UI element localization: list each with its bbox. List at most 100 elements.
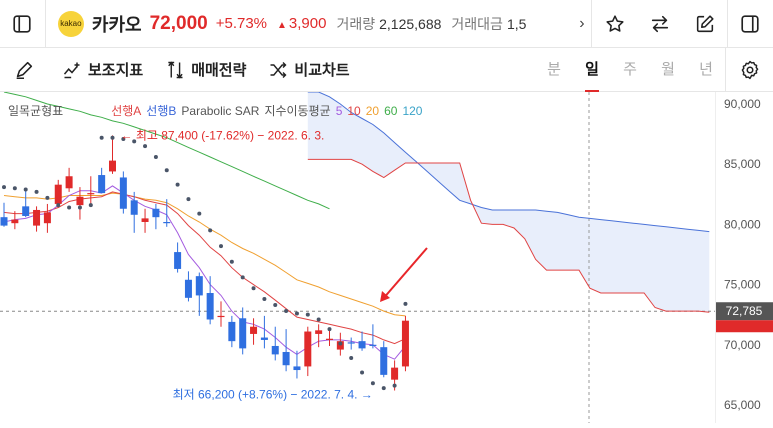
span-a-line: [307, 91, 710, 233]
candle-body: [22, 206, 30, 216]
sar-dot: [360, 370, 365, 375]
gear-icon: [741, 60, 758, 80]
span-b-line: [307, 158, 710, 313]
period-tab-1[interactable]: 일: [573, 48, 611, 92]
sar-dot: [219, 244, 223, 249]
y-tick-label: 75,000: [724, 278, 761, 292]
candle-body: [0, 217, 8, 226]
candle-body: [98, 175, 106, 194]
candle-body: [391, 367, 399, 380]
period-tab-3[interactable]: 월: [661, 61, 675, 78]
y-tick-label: 65,000: [724, 398, 761, 412]
chart-settings-button[interactable]: [725, 48, 773, 92]
compare-chart-button[interactable]: 비교차트: [268, 59, 350, 80]
candle-body: [87, 193, 95, 195]
sar-dot: [132, 139, 137, 144]
candle-body: [76, 196, 84, 206]
sar-dot: [56, 203, 61, 208]
amount-value: 1,5: [506, 15, 527, 32]
sar-dot: [208, 228, 213, 233]
trading-strategy-button[interactable]: 매매전략: [165, 59, 246, 80]
sar-dot: [2, 185, 6, 190]
candle-body: [304, 331, 312, 367]
chevron-right-icon[interactable]: ›: [579, 14, 585, 32]
sar-dot: [34, 189, 39, 194]
sar-dot: [121, 136, 126, 141]
y-tick-label: 85,000: [724, 157, 761, 171]
legend-ema-120: 120: [402, 104, 423, 118]
change-amount: ▲ 3,900: [277, 15, 326, 32]
sidebar-toggle-button[interactable]: [0, 0, 45, 48]
header-bar: kakao 카카오 72,000 +5.73% ▲ 3,900 거래량 2,125,…: [0, 0, 773, 48]
sar-dot: [251, 286, 256, 291]
current-price: 72,000: [149, 12, 208, 34]
sar-dot: [294, 311, 299, 316]
pen-icon: [16, 61, 33, 79]
candle-body: [195, 276, 203, 296]
candle-body: [239, 318, 247, 349]
sar-dot: [197, 211, 202, 216]
sar-dot: [338, 341, 343, 346]
divider: [44, 0, 46, 48]
up-triangle-icon: ▲: [277, 20, 287, 31]
indicators-button[interactable]: 보조지표: [62, 59, 143, 80]
candle-body: [326, 338, 333, 340]
sar-dot: [316, 317, 321, 322]
amount-label: 거래대금: [451, 15, 503, 32]
favorite-button[interactable]: [592, 0, 637, 48]
divider: [727, 0, 728, 48]
candle-body: [163, 221, 171, 224]
candle-body: [380, 347, 388, 375]
period-tab-4[interactable]: 년: [699, 61, 713, 78]
sar-dot: [153, 154, 158, 159]
volume-value: 2,125,688: [379, 15, 442, 32]
sar-dot: [240, 275, 245, 280]
chart-legend: 일목균형표 선행A 선행B Parabolic SAR 지수이동평균 5 10 20 60 120: [8, 102, 432, 119]
change-amount-value: 3,900: [288, 15, 327, 32]
candle-body: [228, 321, 236, 342]
ema5-line: [3, 185, 406, 360]
y-tick-label: 90,000: [724, 97, 761, 111]
period-tab-2[interactable]: 주: [623, 61, 637, 78]
up-down-arrows-icon: [168, 60, 183, 79]
sar-dot: [12, 186, 17, 191]
high-annotation: ← 최고 87,400 (-17.62%) − 2022. 6. 3.: [121, 128, 325, 142]
legend-span-a: 선행A: [111, 104, 142, 118]
candle-body: [65, 176, 73, 189]
low-annotation: 최저 66,200 (+8.76%) − 2022. 7. 4. →: [173, 388, 373, 402]
sar-dot: [175, 182, 180, 187]
sar-dot: [349, 356, 354, 361]
pointer-arrow-head: [380, 291, 390, 302]
candle-body: [401, 320, 409, 367]
swap-button[interactable]: [637, 0, 682, 48]
sar-dot: [305, 312, 310, 317]
ema10-line: [3, 191, 406, 345]
candle-body: [271, 345, 279, 355]
stock-name: 카카오: [91, 14, 142, 35]
sar-dot: [88, 203, 93, 208]
sar-dot: [284, 309, 289, 314]
right-panel-toggle-button[interactable]: [728, 0, 773, 48]
candle-body: [358, 341, 366, 349]
sar-dot: [262, 297, 267, 302]
period-tab-0[interactable]: 분: [547, 61, 561, 78]
indicators-label: 보조지표: [88, 62, 144, 79]
candlestick-chart-svg: 90,000 85,000 80,000 75,000 70,000 65,000 ← 최고…: [0, 91, 773, 423]
candle-body: [174, 252, 182, 269]
legend-ema-60: 60: [384, 104, 398, 118]
edit-button[interactable]: [682, 0, 727, 48]
sar-dot: [327, 327, 332, 332]
stock-summary: kakao 카카오 72,000 +5.73% ▲ 3,900 거래량 2,125,…: [46, 10, 573, 37]
candle-body: [184, 279, 192, 298]
legend-ema-10: 10: [347, 104, 361, 118]
edit-icon: [696, 14, 714, 32]
candle-body: [293, 366, 301, 371]
draw-tool-button[interactable]: [0, 48, 48, 92]
legend-span-b: 선행B: [146, 104, 177, 118]
ichimoku-cloud: [307, 92, 710, 313]
sar-dot: [392, 383, 397, 388]
trading-label: 매매전략: [191, 62, 247, 79]
sar-dot: [77, 205, 82, 210]
price-chart[interactable]: 90,000 85,000 80,000 75,000 70,000 65,000 ← 최고…: [0, 91, 773, 423]
